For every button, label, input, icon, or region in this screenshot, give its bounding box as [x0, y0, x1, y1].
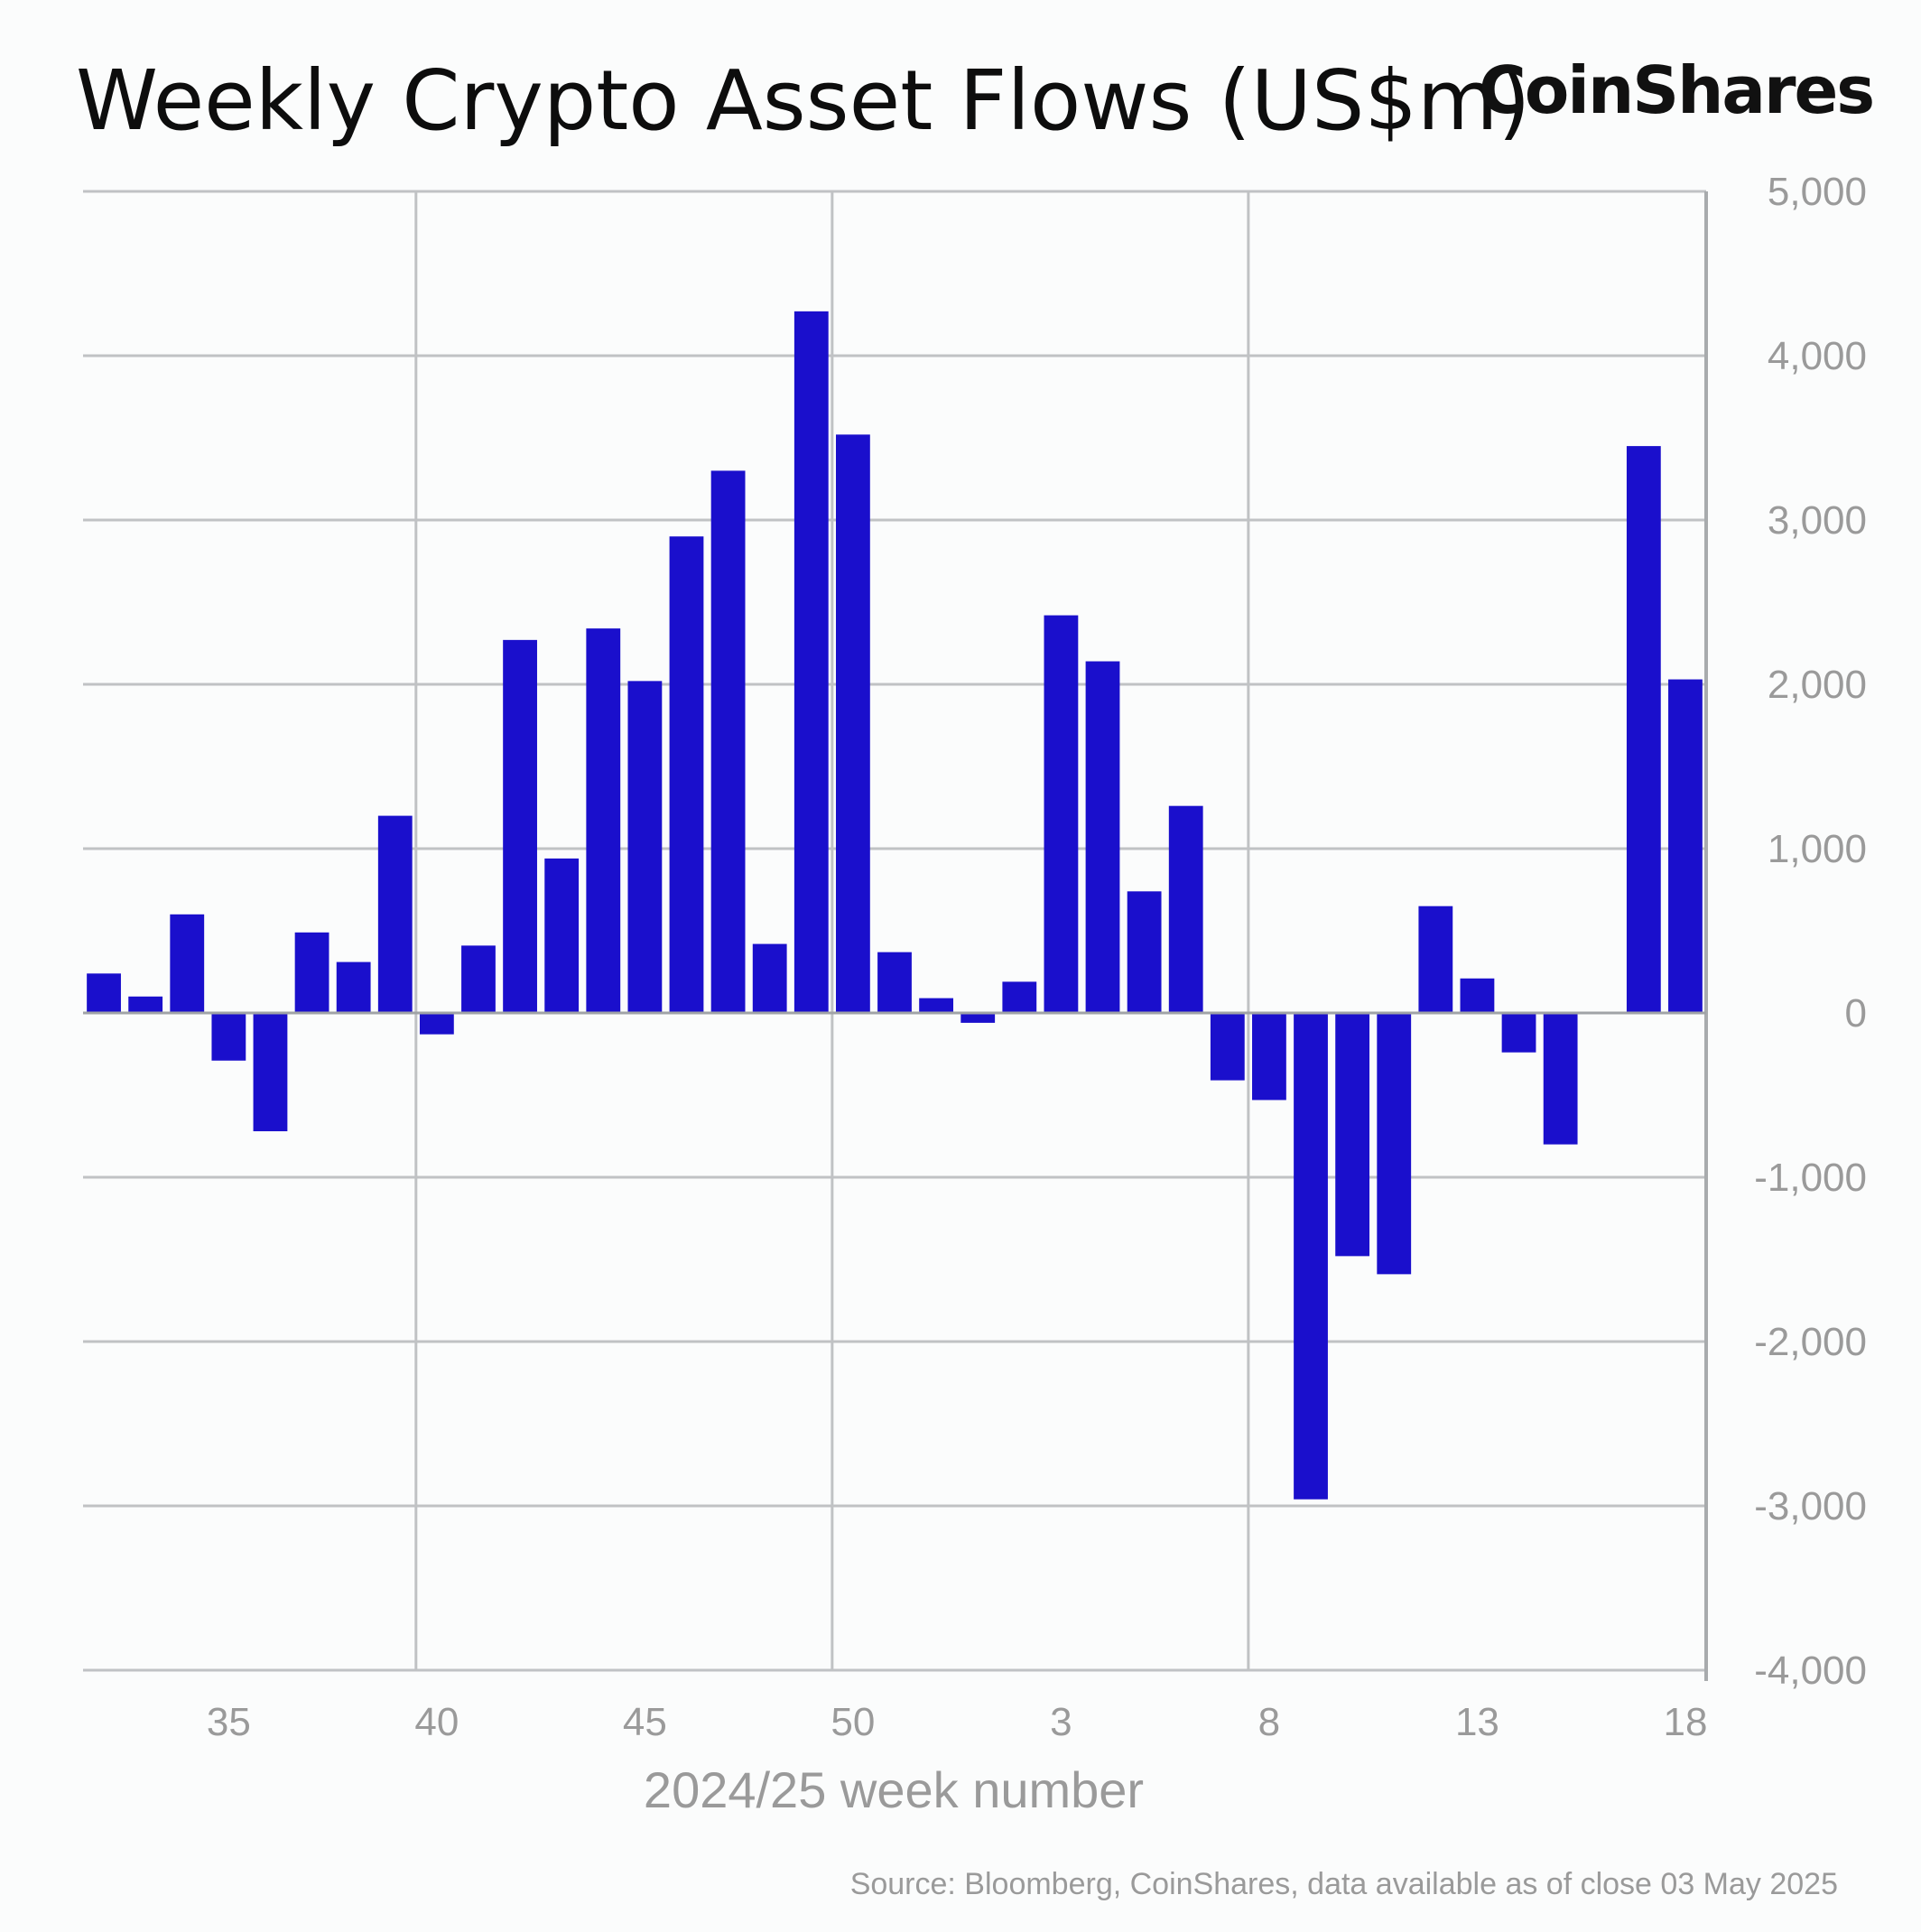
bar-week-7: [1210, 1013, 1245, 1081]
y-axis-tick-labels: 5,000 4,000 3,000 2,000 1,000 0 -1,000 -2,000 -3…: [1754, 170, 1867, 1693]
bar-week-15: [1543, 1013, 1578, 1145]
bar-week-14: [1501, 1013, 1536, 1053]
y-tick-label: 1,000: [1768, 827, 1867, 871]
bar-week-5: [1127, 891, 1162, 1013]
bar-week-47: [710, 470, 746, 1013]
x-tick-label: 35: [207, 1700, 251, 1744]
bar-week-43: [544, 858, 580, 1013]
bar-week-32: [87, 973, 121, 1013]
x-tick-label: 40: [414, 1700, 459, 1744]
bars: [87, 311, 1703, 1500]
bar-week-48: [752, 943, 787, 1013]
y-tick-label: 0: [1845, 991, 1867, 1036]
coinshares-logo: CoinShares: [1479, 52, 1875, 128]
bar-week-51: [877, 952, 912, 1013]
bar-week-11: [1377, 1013, 1412, 1275]
y-tick-label: 3,000: [1768, 498, 1867, 543]
bar-week-8: [1252, 1013, 1286, 1101]
bar-week-6: [1168, 805, 1203, 1013]
chart-title: Weekly Crypto Asset Flows (US$m): [76, 52, 1531, 149]
bar-week-2: [1002, 981, 1037, 1013]
bar-week-17: [1626, 446, 1661, 1014]
bar-week-10: [1335, 1013, 1370, 1257]
x-axis-title: 2024/25 week number: [644, 1761, 1144, 1818]
bar-week-38: [336, 961, 371, 1013]
bar-week-9: [1294, 1013, 1328, 1500]
x-axis-tick-labels: 35 40 45 50 3 8 13 18: [207, 1700, 1708, 1744]
bar-week-33: [128, 996, 163, 1013]
y-tick-label: -3,000: [1754, 1484, 1867, 1528]
bar-week-46: [669, 536, 704, 1013]
bar-week-1: [960, 1013, 996, 1023]
bar-week-13: [1460, 978, 1495, 1013]
bar-week-49: [793, 311, 829, 1013]
bar-week-45: [627, 681, 663, 1013]
bar-week-39: [377, 815, 413, 1013]
bar-week-42: [503, 639, 537, 1013]
bar-week-35: [211, 1013, 246, 1061]
x-tick-label: 8: [1258, 1700, 1280, 1744]
source-note: Source: Bloomberg, CoinShares, data avai…: [849, 1867, 1838, 1901]
bar-week-52: [919, 998, 954, 1013]
bar-week-37: [294, 932, 329, 1013]
y-tick-label: 4,000: [1768, 334, 1867, 378]
bar-week-4: [1085, 661, 1120, 1013]
bar-week-40: [419, 1013, 454, 1035]
bar-week-3: [1044, 615, 1079, 1013]
bar-week-36: [253, 1013, 288, 1132]
x-tick-label: 3: [1050, 1700, 1072, 1744]
bar-week-50: [835, 434, 870, 1013]
bar-week-12: [1418, 906, 1453, 1013]
x-tick-label: 45: [623, 1700, 667, 1744]
y-tick-label: -1,000: [1754, 1156, 1867, 1200]
bar-week-34: [170, 914, 205, 1013]
bar-week-44: [586, 628, 621, 1013]
y-tick-label: -4,000: [1754, 1649, 1867, 1693]
bar-week-41: [461, 945, 496, 1013]
y-tick-label: 2,000: [1768, 663, 1867, 707]
x-tick-label: 13: [1455, 1700, 1499, 1744]
bar-week-18: [1668, 679, 1703, 1013]
y-tick-label: -2,000: [1754, 1320, 1867, 1364]
x-tick-label: 50: [831, 1700, 875, 1744]
y-tick-label: 5,000: [1768, 170, 1867, 214]
x-tick-label: 18: [1663, 1700, 1707, 1744]
